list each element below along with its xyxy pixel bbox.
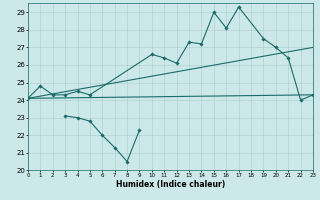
X-axis label: Humidex (Indice chaleur): Humidex (Indice chaleur) bbox=[116, 180, 225, 189]
